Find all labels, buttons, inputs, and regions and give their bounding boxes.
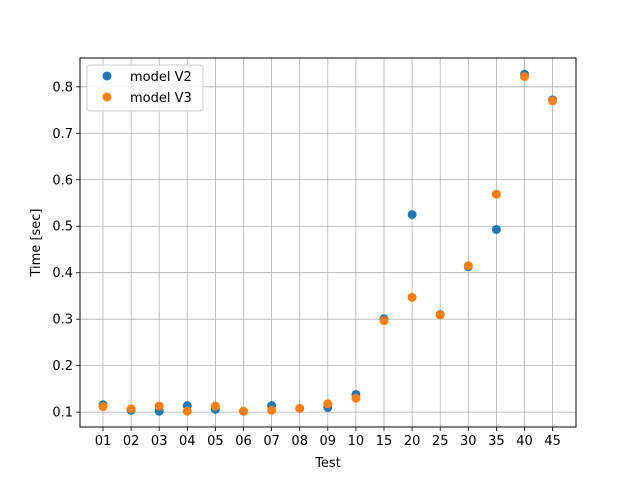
legend-label-model-v2: model V2 bbox=[130, 70, 192, 85]
x-tick-label: 05 bbox=[207, 434, 224, 449]
legend-label-model-v3: model V3 bbox=[130, 91, 192, 106]
x-tick-label: 35 bbox=[488, 434, 505, 449]
y-tick-label: 0.3 bbox=[52, 313, 73, 328]
x-axis-label: Test bbox=[314, 456, 341, 471]
x-tick-label: 25 bbox=[432, 434, 449, 449]
grid-lines bbox=[80, 58, 576, 427]
point-model-v2 bbox=[407, 210, 417, 220]
point-model-v3 bbox=[491, 189, 501, 199]
legend-marker-model-v3 bbox=[102, 92, 112, 102]
y-tick-label: 0.8 bbox=[52, 80, 73, 95]
x-tick-label: 10 bbox=[348, 434, 365, 449]
point-model-v3 bbox=[98, 402, 108, 412]
x-tick-label: 40 bbox=[516, 434, 533, 449]
x-tick-label: 07 bbox=[263, 434, 280, 449]
legend-box bbox=[86, 64, 204, 112]
point-model-v3 bbox=[463, 261, 473, 271]
x-tick-label: 15 bbox=[376, 434, 393, 449]
point-model-v3 bbox=[379, 316, 389, 326]
x-tick-label: 30 bbox=[460, 434, 477, 449]
data-points bbox=[98, 69, 558, 416]
x-tick-label: 01 bbox=[95, 434, 112, 449]
point-model-v3 bbox=[239, 406, 248, 416]
x-tick-label: 06 bbox=[235, 434, 252, 449]
x-tick-label: 20 bbox=[404, 434, 421, 449]
point-model-v2 bbox=[491, 224, 501, 234]
legend: model V2 model V3 bbox=[86, 64, 204, 112]
y-axis-ticks: 0.1 0.2 0.3 0.4 0.5 0.6 0.7 0.8 bbox=[52, 80, 80, 421]
x-tick-label: 09 bbox=[320, 434, 337, 449]
x-tick-label: 02 bbox=[123, 434, 140, 449]
point-model-v3 bbox=[126, 404, 136, 414]
point-model-v3 bbox=[407, 292, 417, 302]
x-axis-ticks: 01 02 03 04 05 06 07 08 09 10 15 20 25 30 35 40 45 bbox=[95, 427, 561, 449]
point-model-v3 bbox=[267, 405, 277, 415]
x-tick-label: 08 bbox=[291, 434, 308, 449]
point-model-v3 bbox=[520, 72, 529, 82]
y-tick-label: 0.5 bbox=[52, 220, 73, 235]
point-model-v3 bbox=[154, 401, 164, 411]
point-model-v3 bbox=[210, 401, 220, 411]
x-tick-label: 45 bbox=[544, 434, 561, 449]
point-model-v3 bbox=[295, 403, 305, 413]
y-tick-label: 0.6 bbox=[52, 173, 73, 188]
y-tick-label: 0.2 bbox=[52, 359, 73, 374]
y-tick-label: 0.7 bbox=[52, 127, 73, 142]
y-tick-label: 0.1 bbox=[52, 406, 73, 421]
x-tick-label: 04 bbox=[179, 434, 196, 449]
x-tick-label: 03 bbox=[151, 434, 168, 449]
y-tick-label: 0.4 bbox=[52, 266, 73, 281]
point-model-v3 bbox=[182, 406, 192, 416]
point-model-v3 bbox=[548, 96, 558, 106]
point-model-v3 bbox=[351, 393, 361, 403]
legend-marker-model-v2 bbox=[102, 71, 112, 81]
point-model-v3 bbox=[323, 399, 333, 409]
y-axis-label: Time [sec] bbox=[29, 208, 44, 277]
point-model-v3 bbox=[435, 310, 445, 320]
